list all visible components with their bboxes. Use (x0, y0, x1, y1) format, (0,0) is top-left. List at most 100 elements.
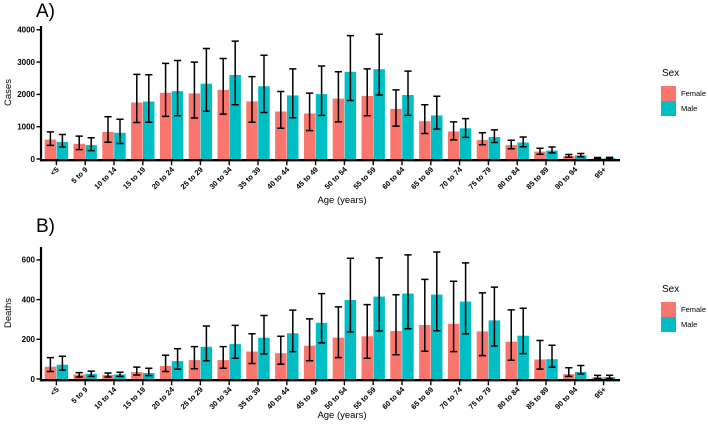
error-bar-female-65 to 69 (421, 103, 429, 135)
y-axis-title: Cases (3, 79, 14, 106)
legend-a: Sex Female Male (661, 68, 706, 116)
male-swatch (661, 317, 676, 332)
x-tick-label: 70 to 74 (438, 164, 465, 191)
error-bar-female-20 to 24 (162, 62, 170, 118)
bar-female-<5 (44, 139, 57, 159)
error-bar-male-45 to 49 (318, 65, 326, 117)
bar-male-60 to 64 (402, 293, 414, 379)
error-bar-female-45 to 49 (306, 318, 314, 362)
bar-male-85 to 89 (546, 359, 558, 380)
error-bar-male-90 to 94 (577, 152, 585, 158)
error-bar-male-30 to 34 (231, 40, 239, 106)
x-tick-label: 35 to 39 (236, 385, 262, 411)
y-tick-label: 1000 (17, 123, 35, 132)
bar-male-70 to 74 (459, 128, 472, 159)
bar-male-35 to 39 (258, 86, 270, 159)
female-swatch (661, 86, 676, 101)
bar-male-70 to 74 (459, 301, 472, 379)
legend-title: Sex (662, 68, 680, 79)
error-bar-male-65 to 69 (433, 95, 441, 130)
bar-female-10 to 14 (102, 131, 114, 159)
bar-male-<5 (56, 141, 69, 159)
bar-female-70 to 74 (447, 131, 460, 159)
error-bar-male-15 to 19 (145, 73, 153, 123)
bar-male-15 to 19 (143, 101, 155, 159)
bar-male-20 to 24 (171, 91, 184, 159)
y-tick-label: 400 (22, 295, 36, 304)
bar-female-65 to 69 (419, 121, 431, 159)
bar-male-25 to 29 (200, 83, 213, 159)
bar-female-60 to 64 (390, 108, 402, 159)
error-bar-male-75 to 79 (490, 129, 498, 144)
y-tick-label: 200 (22, 335, 36, 344)
x-axis-title: Age (years) (317, 410, 366, 421)
error-bar-male-55 to 59 (375, 257, 383, 332)
y-tick-label: 4000 (17, 26, 35, 35)
bar-male-65 to 69 (431, 115, 443, 159)
error-bar-male-15 to 19 (145, 367, 153, 377)
error-bar-male-20 to 24 (174, 348, 182, 370)
error-bar-female-85 to 89 (536, 147, 544, 155)
x-tick-label: 30 to 34 (207, 384, 234, 411)
bar-male-65 to 69 (431, 294, 443, 379)
legend-item-label: Male (681, 104, 698, 113)
legend-item-label: Male (681, 320, 698, 329)
legend-item-female: Female (661, 302, 706, 317)
x-tick-label: 45 to 49 (294, 165, 320, 191)
error-bar-female-10 to 14 (104, 372, 112, 378)
error-bar-male-5 to 9 (87, 370, 95, 378)
bar-male-20 to 24 (171, 361, 184, 379)
x-tick-label: 65 to 69 (409, 165, 435, 191)
bar-female-20 to 24 (159, 365, 172, 379)
y-tick-label: 0 (31, 375, 36, 384)
x-tick-label: 25 to 29 (179, 385, 205, 411)
error-bar-female-35 to 39 (248, 332, 256, 365)
bar-female-25 to 29 (188, 360, 201, 379)
error-bar-female-70 to 74 (450, 280, 458, 353)
error-bar-female-55 to 59 (363, 68, 371, 117)
bar-female-5 to 9 (73, 143, 85, 159)
x-tick-label: 90 to 94 (553, 384, 580, 411)
x-tick-label: 20 to 24 (150, 164, 177, 191)
y-tick-label: 3000 (17, 58, 35, 67)
y-axis-title: Deaths (3, 298, 14, 328)
x-tick-label: 70 to 74 (438, 384, 465, 411)
x-tick-label: 60 to 64 (380, 164, 407, 191)
bar-female-<5 (44, 366, 57, 379)
x-tick-label: 30 to 34 (207, 164, 234, 191)
x-tick-label: 80 to 84 (495, 164, 522, 191)
legend-item-male: Male (661, 101, 706, 116)
bar-male-40 to 44 (287, 333, 299, 379)
bar-female-35 to 39 (246, 351, 258, 379)
error-bar-male-25 to 29 (202, 47, 210, 112)
bar-female-45 to 49 (303, 113, 316, 159)
bar-male-<5 (56, 364, 69, 379)
error-bar-female-5 to 9 (75, 371, 83, 378)
bar-female-40 to 44 (275, 111, 287, 159)
error-bar-female-50 to 54 (334, 71, 342, 123)
bar-female-40 to 44 (275, 353, 287, 379)
bar-female-80 to 84 (505, 145, 517, 159)
y-tick-label: 0 (31, 155, 36, 164)
x-tick-label: 20 to 24 (150, 384, 177, 411)
x-tick-label: 10 to 14 (92, 164, 119, 191)
x-tick-label: 45 to 49 (294, 385, 320, 411)
bar-male-45 to 49 (315, 322, 328, 379)
error-bar-female-30 to 34 (219, 57, 227, 115)
x-tick-label: 95+ (593, 165, 609, 181)
x-tick-label: 10 to 14 (92, 384, 119, 411)
panel-b-chart: 0 200 400 600 <5 5 to 9 10 to 14 15 to 19 20 to … (3, 247, 620, 421)
error-bar-male-60 to 64 (404, 254, 412, 330)
bar-female-45 to 49 (303, 345, 316, 379)
bar-male-60 to 64 (402, 95, 414, 159)
error-bar-male-95+ (606, 374, 614, 380)
error-bar-male-85 to 89 (548, 146, 556, 154)
bar-male-30 to 34 (229, 344, 241, 379)
error-bar-female-15 to 19 (133, 366, 141, 376)
x-tick-label: 55 to 59 (351, 385, 377, 411)
bar-female-20 to 24 (159, 92, 172, 159)
x-tick-label: 55 to 59 (351, 165, 377, 191)
bar-male-80 to 84 (517, 335, 529, 379)
x-tick-label: 75 to 79 (467, 165, 493, 191)
error-bar-male-40 to 44 (289, 68, 297, 119)
